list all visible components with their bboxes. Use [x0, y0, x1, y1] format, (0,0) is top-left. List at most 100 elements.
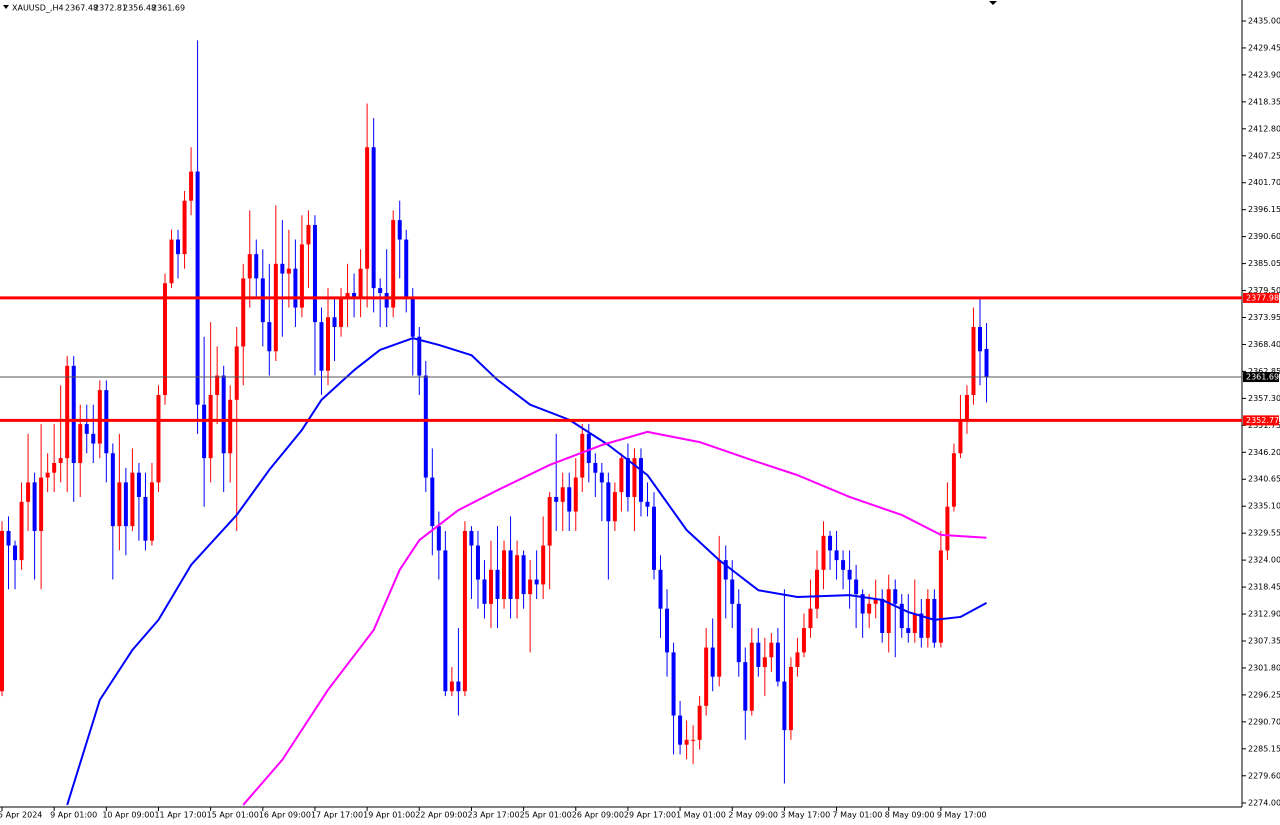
candle-body: [834, 550, 839, 561]
candle-body: [554, 496, 559, 502]
candle-body: [665, 608, 670, 653]
candle-body: [365, 147, 370, 269]
candle-body: [436, 526, 441, 551]
moving-average: [242, 430, 987, 806]
x-tick-label: 5 Apr 2024: [0, 811, 42, 820]
candle-body: [841, 560, 846, 570]
candle-body: [945, 506, 950, 551]
candle-body: [958, 419, 963, 454]
candle-body: [345, 292, 350, 298]
candle-body: [260, 278, 265, 323]
candle-body: [136, 472, 141, 497]
candle-body: [326, 317, 330, 371]
y-tick-label: 2435.00: [1248, 16, 1280, 25]
y-tick-label: 2340.65: [1248, 475, 1280, 484]
candle-body: [149, 482, 154, 541]
y-tick-label: 2274.00: [1248, 798, 1280, 807]
candle-body: [580, 433, 585, 478]
x-tick-label: 9 May 17:00: [937, 811, 987, 820]
candle-body: [110, 453, 115, 527]
y-tick-label: 2329.55: [1248, 529, 1280, 538]
menu-arrow[interactable]: [3, 5, 9, 9]
candle-body: [736, 603, 741, 663]
x-tick-label: 11 Apr 17:00: [154, 811, 206, 820]
candle-body: [951, 453, 956, 507]
candle-body: [32, 482, 37, 531]
candle-body: [52, 462, 57, 473]
candle-body: [371, 147, 376, 289]
y-tick-label: 2373.95: [1248, 313, 1280, 322]
x-tick-label: 17 Apr 17:00: [311, 811, 363, 820]
candle-body: [821, 535, 826, 570]
candle-body: [645, 501, 650, 507]
candle-body: [912, 613, 917, 633]
y-tick-label: 2362.85: [1248, 367, 1280, 376]
candle-body: [378, 288, 383, 293]
y-tick-label: 2429.45: [1248, 43, 1280, 52]
candle-body: [117, 482, 122, 527]
candle-body: [273, 263, 278, 352]
candle-body: [652, 506, 656, 570]
candle-body: [215, 375, 220, 395]
candle-body: [19, 501, 24, 561]
candle-body: [26, 482, 31, 502]
header-high: 2372.81: [94, 4, 127, 13]
candle-body: [123, 482, 128, 527]
candle-body: [228, 399, 233, 454]
y-tick-label: 2412.80: [1248, 124, 1280, 133]
y-tick-label: 2307.35: [1248, 636, 1280, 645]
candle-body: [417, 336, 422, 376]
candle-body: [430, 477, 435, 527]
candle-body: [202, 404, 207, 459]
candle-body: [495, 569, 500, 599]
x-tick-label: 19 Apr 01:00: [363, 811, 415, 820]
candle-body: [815, 569, 819, 609]
candle-body: [964, 394, 969, 420]
candle-body: [984, 348, 989, 378]
candle-body: [78, 424, 83, 463]
y-tick-label: 2357.30: [1248, 394, 1280, 403]
candle-body: [704, 647, 709, 706]
candle-body: [854, 579, 859, 595]
candle-body: [593, 462, 598, 473]
candle-body: [443, 550, 448, 692]
candle-body: [860, 594, 865, 614]
candle-body: [743, 662, 748, 711]
candle-body: [782, 681, 787, 731]
y-tick-label: 2318.45: [1248, 583, 1280, 592]
candle-body: [697, 705, 702, 740]
current-price-label: 2361.69: [1246, 373, 1279, 382]
candle-body: [978, 326, 982, 352]
candle-body: [828, 535, 833, 551]
candle-body: [658, 569, 663, 609]
y-tick-label: 2290.70: [1248, 717, 1280, 726]
candle-body: [873, 598, 878, 604]
candle-body: [730, 579, 735, 604]
candle-body: [938, 550, 943, 643]
candle-body: [84, 424, 89, 434]
y-tick-label: 2407.25: [1248, 151, 1280, 160]
y-tick-label: 2279.60: [1248, 771, 1280, 780]
candle-body: [788, 666, 793, 731]
y-tick-label: 2346.20: [1248, 448, 1280, 457]
candle-body: [247, 254, 252, 279]
candle-body: [208, 394, 213, 459]
candle-body: [71, 365, 76, 463]
candle-body: [65, 365, 70, 459]
x-tick-label: 7 May 01:00: [833, 811, 883, 820]
candle-body: [769, 642, 774, 658]
candle-body: [573, 477, 578, 512]
candle-body: [306, 224, 311, 245]
candle-body: [397, 220, 402, 240]
y-tick-label: 2301.80: [1248, 663, 1280, 672]
candle-body: [143, 496, 148, 541]
moving-average: [66, 337, 987, 806]
x-tick-label: 2 May 09:00: [728, 811, 778, 820]
y-tick-label: 2418.35: [1248, 97, 1280, 106]
candle-body: [391, 220, 396, 308]
candle-body: [801, 628, 806, 653]
candle-body: [267, 322, 272, 352]
candle-body: [91, 433, 96, 444]
